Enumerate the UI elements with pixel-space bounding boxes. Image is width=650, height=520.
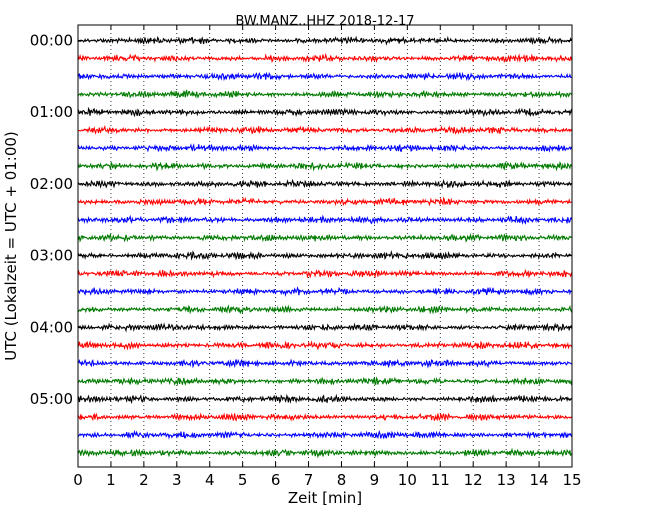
plot-frame — [77, 24, 573, 468]
trace-0315 — [77, 268, 573, 279]
trace-0145 — [77, 161, 573, 172]
x-tick-label: 11 — [431, 471, 450, 489]
x-tick-label: 1 — [106, 471, 116, 489]
trace-0415 — [77, 340, 573, 351]
trace-0045 — [77, 89, 573, 99]
chart-title: BW.MANZ..HHZ 2018-12-17 — [235, 14, 414, 29]
x-axis: 0 1 2 3 4 5 6 7 8 9 10 11 12 13 14 15 — [73, 25, 582, 489]
trace-0545 — [77, 447, 573, 459]
trace-0530 — [77, 429, 573, 440]
trace-0015 — [77, 52, 573, 64]
trace-0245 — [77, 232, 573, 243]
y-tick-label: 03:00 — [30, 247, 73, 265]
x-tick-label: 12 — [464, 471, 483, 489]
trace-0100 — [77, 106, 573, 118]
x-tick-label: 14 — [530, 471, 549, 489]
x-tick-label: 13 — [497, 471, 516, 489]
trace-0030 — [77, 71, 573, 82]
x-tick-label: 15 — [562, 471, 581, 489]
trace-0200 — [77, 178, 573, 189]
x-tick-label: 9 — [370, 471, 380, 489]
trace-0115 — [77, 125, 573, 135]
trace-0400 — [77, 322, 573, 333]
x-tick-label: 8 — [337, 471, 347, 489]
y-tick-label: 02:00 — [30, 175, 73, 193]
x-tick-label: 5 — [238, 471, 248, 489]
trace-0215 — [77, 196, 573, 207]
x-tick-label: 3 — [172, 471, 182, 489]
trace-0430 — [77, 358, 573, 369]
x-tick-label: 0 — [73, 471, 83, 489]
y-axis: 00:00 01:00 02:00 03:00 04:00 05:00 — [30, 32, 572, 408]
y-tick-label: 04:00 — [30, 318, 73, 336]
x-axis-label: Zeit [min] — [288, 489, 362, 507]
x-tick-label: 6 — [271, 471, 281, 489]
trace-0230 — [77, 214, 573, 225]
x-tick-label: 7 — [304, 471, 314, 489]
x-tick-label: 4 — [205, 471, 215, 489]
x-tick-label: 2 — [139, 471, 149, 489]
trace-0000 — [77, 35, 573, 46]
trace-0130 — [77, 143, 573, 153]
grid-lines — [110, 25, 540, 467]
trace-0345 — [77, 304, 573, 315]
trace-0500 — [77, 393, 573, 405]
trace-0515 — [77, 412, 573, 422]
y-tick-label: 00:00 — [30, 32, 73, 50]
y-tick-label: 01:00 — [30, 103, 73, 121]
x-tick-label: 10 — [398, 471, 417, 489]
y-tick-label: 05:00 — [30, 390, 73, 408]
trace-0445 — [77, 376, 573, 386]
trace-0300 — [77, 250, 573, 261]
y-axis-label: UTC (Lokalzeit = UTC + 01:00) — [2, 131, 20, 361]
trace-0330 — [77, 286, 573, 297]
traces-group — [77, 35, 573, 459]
